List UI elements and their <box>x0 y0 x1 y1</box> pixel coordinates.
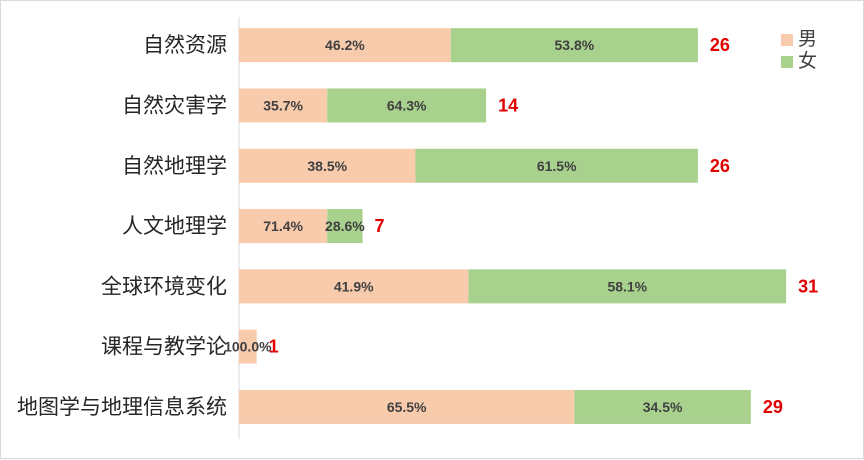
percent-label: 28.6% <box>325 218 365 234</box>
category-label: 自然地理学 <box>122 154 227 178</box>
category-label: 地图学与地理信息系统 <box>17 395 227 419</box>
total-label: 14 <box>498 95 518 115</box>
total-label: 1 <box>269 337 279 357</box>
legend-swatch <box>781 56 793 68</box>
total-label: 26 <box>710 35 730 55</box>
percent-label: 65.5% <box>387 399 427 415</box>
bar-segment-male <box>239 389 575 424</box>
percent-label: 61.5% <box>537 158 577 174</box>
percent-label: 64.3% <box>387 97 427 113</box>
category-label: 自然资源 <box>143 33 227 57</box>
category-label: 自然灾害学 <box>122 93 227 117</box>
total-label: 29 <box>763 397 783 417</box>
percent-label: 71.4% <box>263 218 303 234</box>
bar-segment-female <box>574 389 751 424</box>
percent-label: 46.2% <box>325 37 365 53</box>
percent-label: 38.5% <box>307 158 347 174</box>
bar-segment-female <box>415 148 698 183</box>
legend-swatch <box>781 34 793 46</box>
percent-label: 41.9% <box>334 278 374 294</box>
percent-label: 100.0% <box>224 339 272 355</box>
category-label: 课程与教学论 <box>101 335 227 359</box>
percent-label: 58.1% <box>607 278 647 294</box>
bar-segment-female <box>327 88 487 123</box>
bar-segment-male <box>239 28 451 63</box>
bar-segment-male <box>239 148 416 183</box>
bar-segment-male <box>239 209 328 244</box>
total-label: 26 <box>710 156 730 176</box>
total-label: 7 <box>375 216 385 236</box>
bar-segment-male <box>239 329 257 364</box>
legend-label: 女 <box>798 50 817 72</box>
bar-segment-female <box>468 269 787 304</box>
total-label: 31 <box>798 276 818 296</box>
percent-label: 34.5% <box>643 399 683 415</box>
legend-label: 男 <box>798 28 817 50</box>
bar-segment-female <box>450 28 698 63</box>
bar-segment-male <box>239 269 469 304</box>
bar-segment-male <box>239 88 328 123</box>
category-label: 人文地理学 <box>122 214 227 238</box>
category-label: 全球环境变化 <box>101 274 227 298</box>
percent-label: 53.8% <box>554 37 594 53</box>
percent-label: 35.7% <box>263 97 303 113</box>
bar-segment-female <box>327 209 363 244</box>
